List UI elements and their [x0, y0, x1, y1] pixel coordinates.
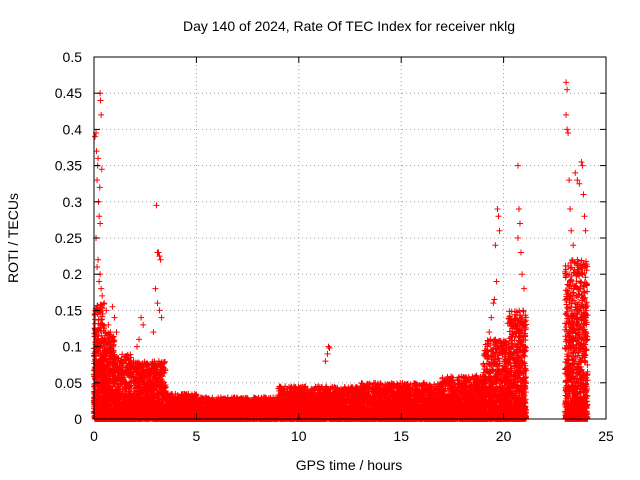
- data-point: [93, 331, 100, 338]
- data-point: [98, 316, 105, 323]
- grid-lines: [94, 57, 606, 419]
- data-point: [99, 310, 106, 317]
- data-point: [97, 301, 104, 308]
- data-point: [94, 372, 101, 379]
- data-point: [106, 349, 113, 356]
- data-point: [101, 349, 108, 356]
- data-point: [98, 304, 105, 311]
- data-point: [96, 357, 103, 364]
- data-point: [92, 375, 99, 382]
- data-point: [98, 332, 105, 339]
- data-point: [104, 342, 111, 349]
- data-point: [93, 405, 100, 412]
- data-point: [101, 382, 108, 389]
- data-point: [110, 338, 117, 345]
- data-point: [94, 302, 101, 309]
- data-point: [106, 400, 113, 407]
- data-point: [99, 320, 106, 327]
- data-point: [107, 349, 114, 356]
- data-point: [104, 332, 111, 339]
- data-point: [96, 344, 103, 351]
- data-point: [102, 356, 109, 363]
- data-point: [105, 335, 112, 342]
- data-point: [102, 410, 109, 417]
- data-point: [103, 377, 110, 384]
- data-point: [94, 386, 101, 393]
- data-point: [101, 371, 108, 378]
- data-point: [99, 305, 106, 312]
- data-points: [91, 79, 591, 422]
- data-point: [91, 399, 98, 406]
- data-point: [109, 334, 116, 341]
- data-point: [95, 350, 102, 357]
- data-point: [106, 358, 113, 365]
- data-point: [104, 386, 111, 393]
- data-point: [95, 371, 102, 378]
- data-point: [99, 313, 106, 320]
- data-point: [107, 395, 114, 402]
- data-point: [107, 408, 114, 415]
- data-point: [95, 389, 102, 396]
- data-point: [92, 312, 99, 319]
- data-point: [98, 381, 105, 388]
- data-point: [102, 376, 109, 383]
- data-point: [95, 410, 102, 417]
- data-point: [101, 355, 108, 362]
- data-point: [98, 340, 105, 347]
- data-point: [103, 399, 110, 406]
- data-point: [102, 396, 109, 403]
- data-point: [105, 363, 112, 370]
- data-point: [110, 333, 117, 340]
